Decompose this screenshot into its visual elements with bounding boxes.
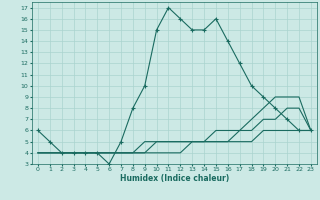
X-axis label: Humidex (Indice chaleur): Humidex (Indice chaleur): [120, 174, 229, 183]
